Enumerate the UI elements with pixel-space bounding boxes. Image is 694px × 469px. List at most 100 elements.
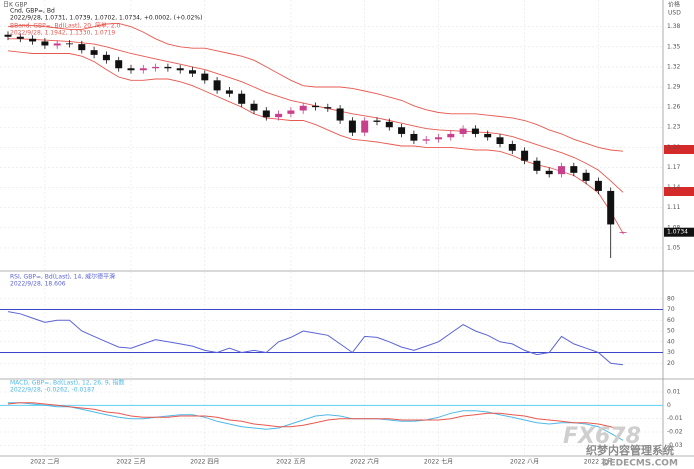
candle-body: [521, 150, 529, 161]
candle-body: [570, 166, 578, 173]
candle-body: [287, 110, 295, 114]
x-tick-label: 2022 五月: [276, 459, 305, 466]
legend-title: BBand, GBP=, Bd(Last), 20, 简单, 2.0: [10, 22, 120, 30]
window-title: 日K GBP: [3, 2, 28, 9]
candle-body: [447, 133, 455, 138]
y-tick-label: -0.03: [667, 442, 683, 449]
y-tick-label: 0.01: [667, 389, 681, 396]
y-tick-label: 1.32: [667, 63, 681, 70]
candle-body: [373, 120, 381, 122]
candle-body: [361, 120, 369, 133]
x-tick-label: 2022 七月: [424, 458, 453, 466]
candle-body: [496, 137, 504, 144]
y-tick-label: 1.38: [667, 23, 681, 30]
candle-body: [484, 133, 492, 138]
candle-body: [410, 133, 418, 141]
candle-body: [582, 172, 590, 181]
candle-body: [189, 70, 196, 74]
legend-title: MACD, GBP=, Bd(Last), 12, 26, 9, 指数: [10, 379, 124, 387]
y-tick-label: 80: [667, 295, 675, 302]
candle-body: [53, 43, 61, 46]
series-line: [8, 402, 624, 441]
y-tick-label: 0: [667, 402, 671, 409]
legend-info: 2022/9/28, 1.0731, 1.0739, 1.0702, 1.073…: [10, 15, 202, 22]
watermark-line: DEDECMS.COM: [602, 459, 678, 469]
candle-body: [324, 107, 332, 109]
candle-body: [225, 90, 233, 94]
y-tick-label: 1.20: [667, 144, 681, 151]
series-line: [7, 311, 624, 366]
candle-body: [348, 120, 356, 133]
band-lower: [7, 50, 624, 234]
candle-body: [508, 144, 516, 151]
candle-body: [533, 160, 541, 171]
candle-body: [558, 166, 565, 175]
candle-body: [41, 41, 49, 46]
y-tick-label: 1.29: [667, 84, 681, 91]
y-tick-label: 20: [667, 360, 675, 367]
y-tick-label: 1.14: [667, 184, 681, 191]
watermark-brand: FX678: [563, 424, 641, 449]
candle-body: [262, 110, 270, 118]
band-upper: [7, 22, 624, 152]
candle-body: [299, 105, 307, 111]
candle-body: [102, 54, 110, 61]
price-marker: [664, 145, 694, 154]
x-tick-label: 2022 二月: [30, 459, 59, 466]
price-marker: [664, 187, 694, 196]
candle-body: [422, 139, 430, 141]
last-price-box: [664, 227, 694, 237]
legend-info: 2022/9/28, -0.0262, -0.0187: [10, 387, 95, 394]
y-tick-label: 1.23: [667, 124, 681, 131]
y-tick-label: 50: [667, 328, 675, 335]
candle-body: [66, 43, 73, 45]
legend-info: 2022/9/28, 18.606: [10, 281, 66, 288]
candle-body: [619, 232, 627, 234]
series-line: [7, 402, 624, 431]
candle-body: [90, 50, 98, 55]
x-tick-label: 2022 九月: [584, 458, 613, 466]
candle-body: [385, 121, 393, 128]
x-tick-label: 2022 四月: [190, 459, 219, 466]
candle-body: [250, 103, 258, 111]
candle-body: [213, 80, 221, 91]
x-tick-label: 2022 六月: [350, 458, 379, 466]
candle-body: [164, 66, 172, 69]
candle-body: [29, 38, 37, 42]
y-tick-label: 1.11: [667, 204, 681, 211]
candle-body: [4, 34, 12, 37]
candle-body: [398, 127, 406, 134]
y-tick-label: 1.17: [667, 164, 681, 171]
legend-title: RSI, GBP=, Bd(Last), 14, 威尔德平滑: [10, 273, 115, 281]
candle-body: [336, 108, 344, 121]
legend-title: Cnd, GBP=, Bd: [10, 8, 55, 15]
candle-body: [275, 113, 283, 118]
candle-body: [594, 180, 602, 191]
candle-body: [545, 170, 553, 175]
y-tick-label: 40: [667, 338, 675, 345]
x-tick-label: 2022 八月: [510, 459, 539, 466]
last-price-label: 1.0734: [667, 229, 688, 236]
candle-body: [115, 60, 123, 69]
candle-body: [127, 68, 135, 71]
y-tick-label: 60: [667, 317, 675, 324]
y-tick-label: -0.01: [667, 415, 683, 422]
candle-body: [139, 68, 147, 71]
candle-body: [607, 190, 615, 225]
x-tick-label: 2022 三月: [116, 459, 145, 466]
y-tick-label: 1.26: [667, 104, 681, 111]
candle-body: [152, 66, 160, 69]
watermark-line: 织梦内容管理系统: [586, 443, 674, 457]
axis-label: 价格: [668, 1, 680, 9]
y-tick-label: 30: [667, 349, 675, 356]
y-tick-label: 1.35: [667, 43, 681, 50]
y-tick-label: 1.05: [667, 244, 681, 251]
legend-info: 2022/9/28, 1.1942, 1.1330, 1.0719: [10, 30, 115, 37]
candle-body: [78, 44, 86, 51]
candle-body: [16, 36, 24, 39]
candle-body: [435, 137, 442, 140]
candle-body: [312, 105, 319, 108]
